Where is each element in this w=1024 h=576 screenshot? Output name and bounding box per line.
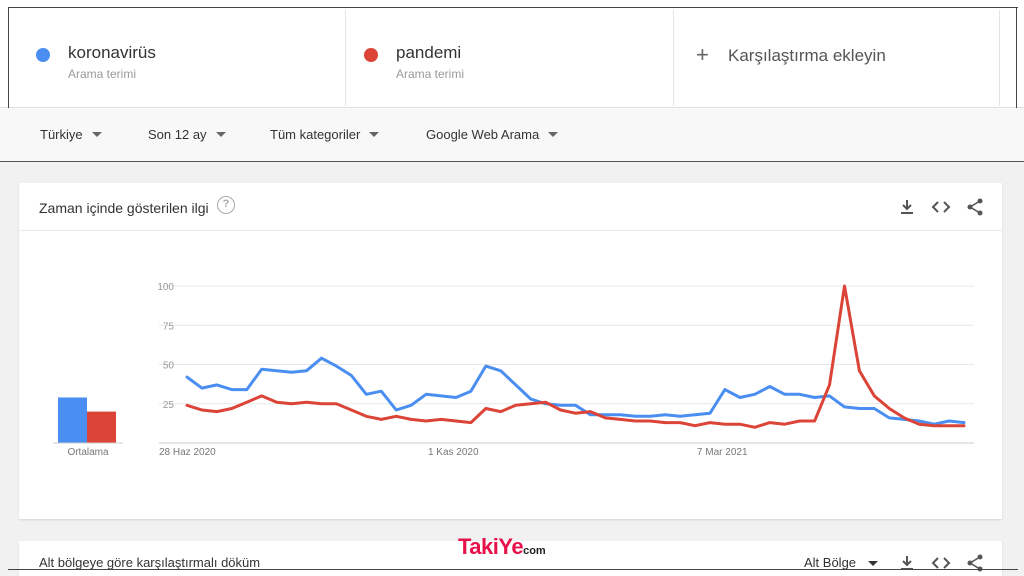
chevron-down-icon xyxy=(91,132,102,138)
search-type-filter-label: Google Web Arama xyxy=(426,127,540,142)
frame-line xyxy=(8,7,1018,8)
chevron-down-icon xyxy=(868,561,879,567)
region-filter[interactable]: Türkiye xyxy=(40,127,102,142)
card2-title: Alt bölgeye göre karşılaştırmalı döküm xyxy=(39,555,261,570)
series-line-pandemi xyxy=(185,284,966,429)
average-bar xyxy=(58,397,87,443)
plus-icon: + xyxy=(696,42,709,67)
card-title: Zaman içinde gösterilen ilgi xyxy=(39,200,209,216)
series-line-koronavirus xyxy=(185,356,966,426)
x-tick-label: 7 Mar 2021 xyxy=(697,447,748,458)
frame-line xyxy=(8,569,1018,570)
watermark-suffix: com xyxy=(523,545,546,557)
filter-bar: Türkiye Son 12 ay Tüm kategoriler Google… xyxy=(0,108,1024,162)
subregion-dropdown[interactable]: Alt Bölge xyxy=(804,555,879,570)
search-type-filter[interactable]: Google Web Arama xyxy=(426,127,559,142)
term-color-dot xyxy=(364,48,378,62)
embed-code-icon[interactable] xyxy=(931,197,951,217)
download-icon[interactable] xyxy=(897,553,917,573)
embed-code-icon[interactable] xyxy=(931,553,951,573)
watermark-brand: TakiYe xyxy=(458,534,524,559)
category-filter[interactable]: Tüm kategoriler xyxy=(270,127,380,142)
y-tick-label: 50 xyxy=(163,361,175,372)
x-tick-label: 28 Haz 2020 xyxy=(159,447,216,458)
y-tick-label: 25 xyxy=(163,400,175,411)
share-icon[interactable] xyxy=(965,197,985,217)
period-filter[interactable]: Son 12 ay xyxy=(148,127,226,142)
watermark-logo: TakiYecom xyxy=(458,534,546,560)
subregion-dropdown-label: Alt Bölge xyxy=(804,555,857,570)
y-tick-label: 75 xyxy=(163,321,175,332)
search-term-2[interactable]: pandemi Arama terimi xyxy=(346,10,674,106)
average-label: Ortalama xyxy=(67,447,109,458)
add-comparison-button[interactable]: + Karşılaştırma ekleyin xyxy=(674,10,1000,106)
frame-line xyxy=(8,7,9,162)
frame-line xyxy=(1016,7,1017,162)
period-filter-label: Son 12 ay xyxy=(148,127,207,142)
y-tick-label: 100 xyxy=(157,282,174,293)
term-subtitle: Arama terimi xyxy=(396,67,465,81)
help-icon[interactable]: ? xyxy=(217,196,235,214)
region-filter-label: Türkiye xyxy=(40,127,83,142)
interest-over-time-card: Zaman içinde gösterilen ilgi ? 25 50 75 100… xyxy=(19,183,1002,519)
interest-chart: 25 50 75 100 28 Haz 2020 1 Kas 2020 7 Mar 2021… xyxy=(53,282,974,458)
average-bar xyxy=(87,411,116,443)
term-subtitle: Arama terimi xyxy=(68,67,137,81)
term-name[interactable]: pandemi xyxy=(396,43,462,62)
chevron-down-icon xyxy=(548,132,559,138)
chevron-down-icon xyxy=(369,132,380,138)
chevron-down-icon xyxy=(215,132,226,138)
share-icon[interactable] xyxy=(965,553,985,573)
x-tick-label: 1 Kas 2020 xyxy=(428,447,479,458)
card-header: Zaman içinde gösterilen ilgi ? xyxy=(19,183,1002,231)
search-terms-bar: koronavirüs Arama terimi pandemi Arama t… xyxy=(0,0,1024,108)
download-icon[interactable] xyxy=(897,197,917,217)
category-filter-label: Tüm kategoriler xyxy=(270,127,361,142)
add-comparison-label: Karşılaştırma ekleyin xyxy=(728,46,886,65)
term-color-dot xyxy=(36,48,50,62)
term-name[interactable]: koronavirüs xyxy=(68,43,156,62)
search-term-1[interactable]: koronavirüs Arama terimi xyxy=(18,10,346,106)
